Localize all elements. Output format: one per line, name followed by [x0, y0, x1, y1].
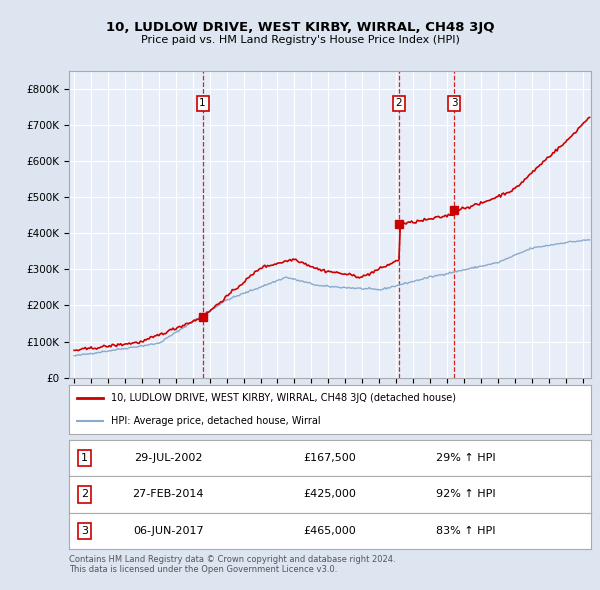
Text: 27-FEB-2014: 27-FEB-2014 [133, 490, 204, 499]
Text: 1: 1 [199, 99, 206, 109]
Text: HPI: Average price, detached house, Wirral: HPI: Average price, detached house, Wirr… [111, 415, 320, 425]
Text: 2: 2 [395, 99, 402, 109]
Text: Contains HM Land Registry data © Crown copyright and database right 2024.
This d: Contains HM Land Registry data © Crown c… [69, 555, 395, 574]
Text: 29% ↑ HPI: 29% ↑ HPI [436, 453, 496, 463]
Text: 83% ↑ HPI: 83% ↑ HPI [436, 526, 496, 536]
Text: £465,000: £465,000 [304, 526, 356, 536]
Text: 29-JUL-2002: 29-JUL-2002 [134, 453, 202, 463]
Text: 10, LUDLOW DRIVE, WEST KIRBY, WIRRAL, CH48 3JQ: 10, LUDLOW DRIVE, WEST KIRBY, WIRRAL, CH… [106, 21, 494, 34]
Text: 3: 3 [81, 526, 88, 536]
Text: 2: 2 [81, 490, 88, 499]
Text: £425,000: £425,000 [304, 490, 356, 499]
Text: 06-JUN-2017: 06-JUN-2017 [133, 526, 203, 536]
Text: 92% ↑ HPI: 92% ↑ HPI [436, 490, 496, 499]
Text: 1: 1 [81, 453, 88, 463]
Text: 10, LUDLOW DRIVE, WEST KIRBY, WIRRAL, CH48 3JQ (detached house): 10, LUDLOW DRIVE, WEST KIRBY, WIRRAL, CH… [111, 394, 456, 404]
Text: Price paid vs. HM Land Registry's House Price Index (HPI): Price paid vs. HM Land Registry's House … [140, 35, 460, 45]
Text: 3: 3 [451, 99, 457, 109]
Text: £167,500: £167,500 [304, 453, 356, 463]
